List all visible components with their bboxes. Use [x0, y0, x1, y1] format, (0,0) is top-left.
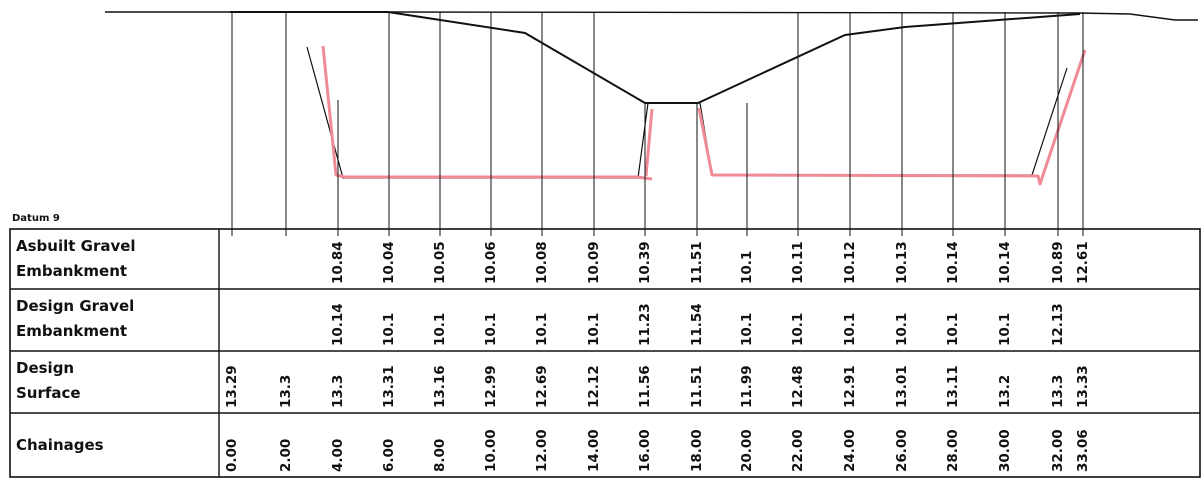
cell-asbuilt-gravel-embankment: 10.14: [997, 241, 1013, 284]
cell-asbuilt-gravel-embankment: 10.1: [739, 251, 755, 284]
row-label-design_surface: Surface: [16, 384, 81, 402]
cell-design-gravel-embankment: 10.1: [739, 313, 755, 346]
cell-design-gravel-embankment: 10.1: [534, 313, 550, 346]
cell-chainages: 32.00: [1050, 429, 1066, 472]
table-cells: 10.84 10.04 10.05 10.06 10.08 10.09 10.39 11.51…: [224, 241, 1091, 472]
cell-design-surface: 12.12: [586, 365, 602, 408]
cell-design-surface: 11.99: [739, 365, 755, 408]
design-embankment-right: [699, 67, 1068, 176]
cell-chainages: 10.00: [483, 429, 499, 472]
row-label-design_surface: Design: [16, 359, 74, 377]
existing-ground-line: [105, 11, 1198, 21]
cell-asbuilt-gravel-embankment: 10.84: [330, 241, 346, 284]
cell-asbuilt-gravel-embankment: 10.13: [894, 241, 910, 284]
cell-chainages: 0.00: [224, 439, 240, 472]
cell-chainages: 22.00: [790, 429, 806, 472]
cell-chainages: 6.00: [381, 439, 397, 472]
cell-asbuilt-gravel-embankment: 10.39: [637, 241, 653, 284]
cell-chainages: 26.00: [894, 429, 910, 472]
cell-design-gravel-embankment: 10.1: [842, 313, 858, 346]
asbuilt-embankment-right: [697, 49, 1087, 186]
cell-design-surface: 13.31: [381, 365, 397, 408]
cell-design-gravel-embankment: 11.23: [637, 303, 653, 346]
row-label-chainages: Chainages: [16, 436, 104, 454]
cell-design-surface: 13.3: [1050, 375, 1066, 408]
cell-asbuilt-gravel-embankment: 10.11: [790, 241, 806, 284]
row-labels: Asbuilt Gravel Embankment Design Gravel Emb…: [16, 237, 136, 454]
cell-design-surface: 12.48: [790, 365, 806, 408]
cell-design-gravel-embankment: 10.1: [945, 313, 961, 346]
cell-design-gravel-embankment: 11.54: [689, 303, 705, 346]
cell-design-gravel-embankment: 10.1: [894, 313, 910, 346]
row-label-asbuilt: Asbuilt Gravel: [16, 237, 136, 255]
cell-design-gravel-embankment: 10.14: [330, 303, 346, 346]
cell-design-surface: 13.3: [278, 375, 294, 408]
cell-asbuilt-gravel-embankment: 10.04: [381, 241, 397, 284]
row-label-design_gravel: Design Gravel: [16, 297, 134, 315]
cell-design-surface: 13.01: [894, 365, 910, 408]
cell-chainages: 4.00: [330, 439, 346, 472]
cell-design-surface: 12.91: [842, 365, 858, 408]
cell-design-surface: 13.16: [432, 365, 448, 408]
cell-asbuilt-gravel-embankment: 10.12: [842, 241, 858, 284]
cell-chainages: 24.00: [842, 429, 858, 472]
cell-chainages: 12.00: [534, 429, 550, 472]
cell-asbuilt-gravel-embankment: 10.89: [1050, 241, 1066, 284]
row-dividers: [10, 288, 1200, 414]
data-table-frame: [9, 228, 1201, 478]
row-label-asbuilt: Embankment: [16, 262, 127, 280]
cell-chainages: 8.00: [432, 439, 448, 472]
cell-chainages: 16.00: [637, 429, 653, 472]
cell-design-surface: 13.3: [330, 375, 346, 408]
asbuilt-embankment-left: [321, 45, 653, 181]
cell-design-surface: 11.56: [637, 365, 653, 408]
chainage-ordinates: [231, 12, 1084, 236]
cell-design-gravel-embankment: 10.1: [586, 313, 602, 346]
cell-asbuilt-gravel-embankment: 10.06: [483, 241, 499, 284]
design-embankment-left: [306, 46, 649, 179]
row-label-design_gravel: Embankment: [16, 322, 127, 340]
cell-design-surface: 12.99: [483, 365, 499, 408]
cell-chainages: 28.00: [945, 429, 961, 472]
cell-design-surface: 13.29: [224, 365, 240, 408]
cell-design-gravel-embankment: 10.1: [381, 313, 397, 346]
cell-chainages: 18.00: [689, 429, 705, 472]
cell-chainages: 30.00: [997, 429, 1013, 472]
cell-design-surface: 12.69: [534, 365, 550, 408]
cell-asbuilt-gravel-embankment: 10.14: [945, 241, 961, 284]
cell-design-gravel-embankment: 10.1: [997, 313, 1013, 346]
cell-chainages: 33.06: [1075, 429, 1091, 472]
cell-asbuilt-gravel-embankment: 11.51: [689, 241, 705, 284]
cell-design-gravel-embankment: 10.1: [432, 313, 448, 346]
cell-design-surface: 13.2: [997, 375, 1013, 408]
cell-chainages: 14.00: [586, 429, 602, 472]
cell-chainages: 2.00: [278, 439, 294, 472]
cell-asbuilt-gravel-embankment: 12.61: [1075, 241, 1091, 284]
cell-design-gravel-embankment: 12.13: [1050, 303, 1066, 346]
datum-label: Datum 9: [12, 213, 60, 224]
cell-design-surface: 11.51: [689, 365, 705, 408]
cell-design-surface: 13.33: [1075, 365, 1091, 408]
cell-chainages: 20.00: [739, 429, 755, 472]
cell-asbuilt-gravel-embankment: 10.09: [586, 241, 602, 284]
cell-design-gravel-embankment: 10.1: [483, 313, 499, 346]
cell-asbuilt-gravel-embankment: 10.08: [534, 241, 550, 284]
cell-design-surface: 13.11: [945, 365, 961, 408]
cell-asbuilt-gravel-embankment: 10.05: [432, 241, 448, 284]
asbuilt-left-inner-edge: [644, 108, 654, 177]
design-surface-profile: [230, 11, 1081, 104]
cell-design-gravel-embankment: 10.1: [790, 313, 806, 346]
